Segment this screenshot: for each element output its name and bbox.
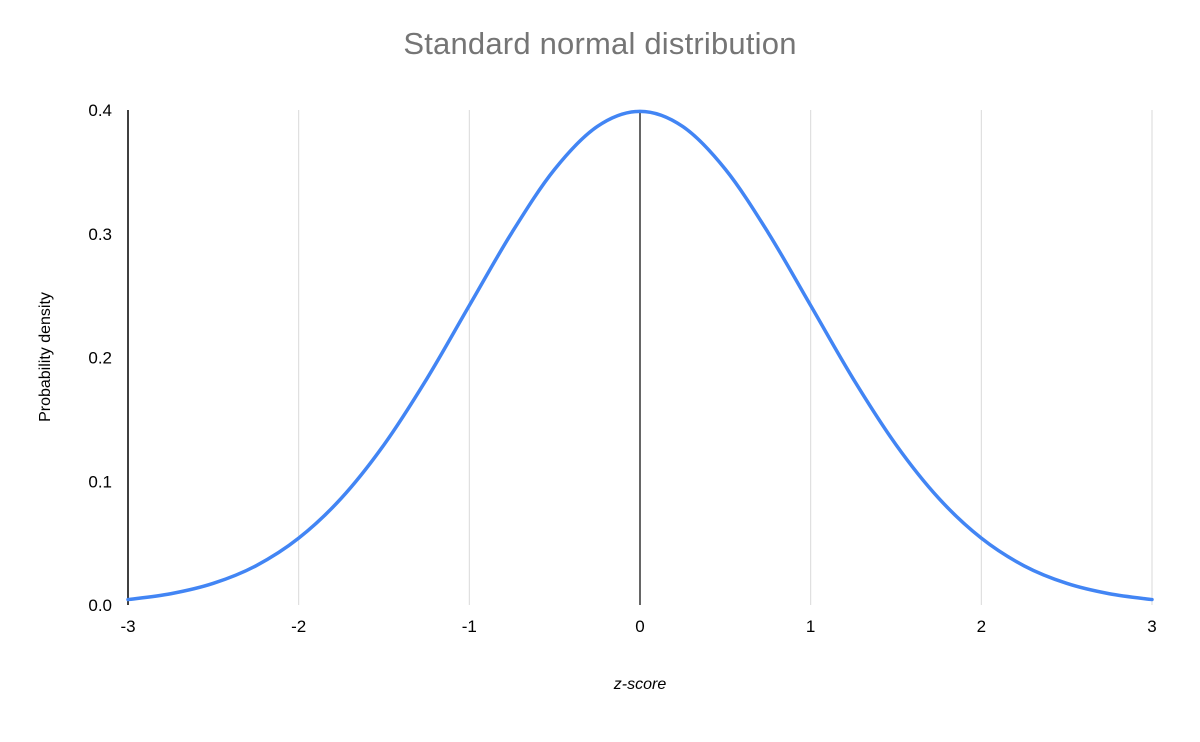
chart-title: Standard normal distribution (403, 26, 797, 61)
x-tick-label: -2 (291, 617, 306, 636)
x-tick-label: 2 (977, 617, 986, 636)
x-tick-label: 1 (806, 617, 815, 636)
x-tick-label: 0 (635, 617, 644, 636)
x-tick-label: -1 (462, 617, 477, 636)
y-tick-label: 0.3 (88, 225, 112, 244)
x-tick-labels: -3 -2 -1 0 1 2 3 (120, 617, 1156, 636)
x-tick-label: 3 (1147, 617, 1156, 636)
y-tick-label: 0.2 (88, 349, 112, 368)
y-tick-label: 0.4 (88, 101, 112, 120)
y-tick-label: 0.1 (88, 472, 112, 491)
vertical-gridlines (298, 110, 1153, 605)
x-axis-title: z-score (613, 676, 667, 693)
y-tick-label: 0.0 (88, 596, 112, 615)
y-tick-labels: 0.0 0.1 0.2 0.3 0.4 (88, 101, 112, 615)
distribution-curve (126, 109, 1154, 602)
x-tick-label: -3 (120, 617, 135, 636)
